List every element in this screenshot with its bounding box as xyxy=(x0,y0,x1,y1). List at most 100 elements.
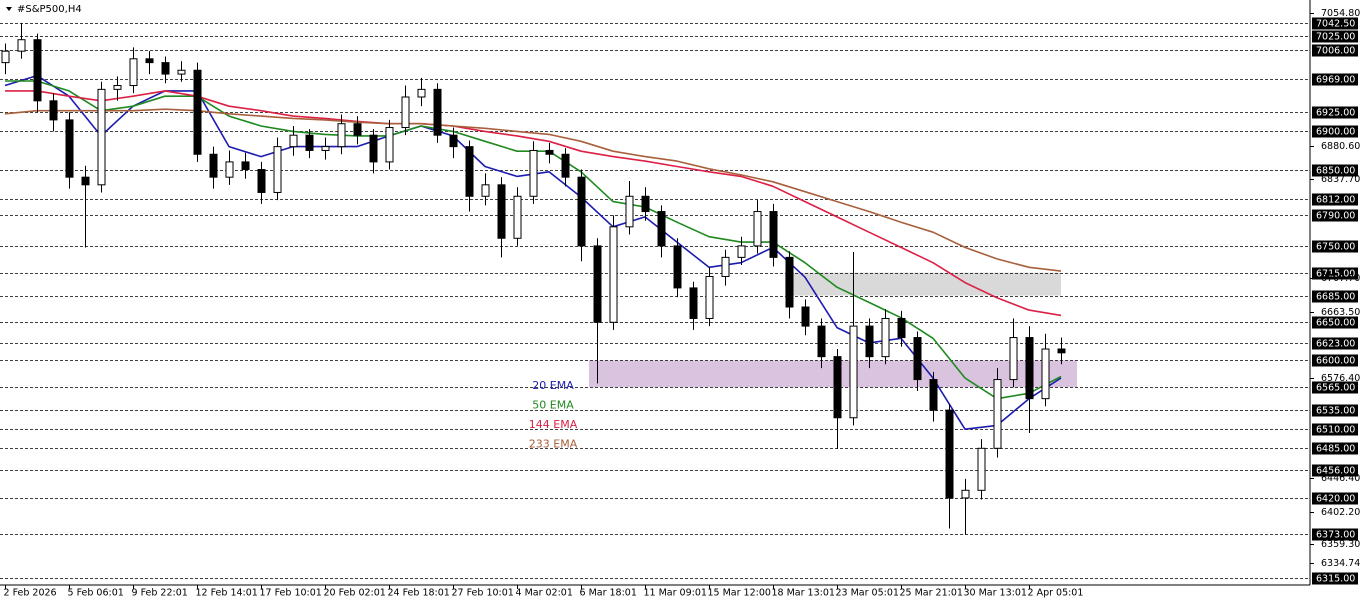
candle-body xyxy=(529,149,538,197)
y-tick-label: 6576.40 xyxy=(1321,373,1360,384)
candle-body xyxy=(673,245,682,289)
candle-body xyxy=(1025,337,1034,400)
level-label: 6850.00 xyxy=(1316,166,1355,177)
menu-triangle[interactable] xyxy=(6,7,12,11)
level-label-box xyxy=(1312,354,1358,367)
level-label: 6485.00 xyxy=(1316,444,1355,455)
candle-body xyxy=(753,211,762,247)
candle-body xyxy=(433,88,442,136)
y-tick-label: 6880.60 xyxy=(1321,141,1360,152)
candle-body xyxy=(657,211,666,247)
candle-body xyxy=(129,58,138,87)
level-label: 6969.00 xyxy=(1316,75,1355,86)
level-label-box xyxy=(1312,442,1358,455)
candle-body xyxy=(641,195,650,213)
zone xyxy=(589,360,1077,388)
candle-body xyxy=(801,306,810,327)
level-label-box xyxy=(1312,492,1358,505)
level-label-box xyxy=(1312,73,1358,86)
candle-body xyxy=(849,325,858,419)
candle-body xyxy=(337,123,346,148)
level-label-box xyxy=(1312,164,1358,177)
level-label: 6565.00 xyxy=(1316,383,1355,394)
candle-body xyxy=(385,127,394,163)
candle-body xyxy=(289,134,298,148)
levels xyxy=(0,23,1310,579)
level-label-box xyxy=(1312,44,1358,57)
candle-body xyxy=(1057,348,1066,354)
level-label: 6925.00 xyxy=(1316,108,1355,119)
level-label: 6600.00 xyxy=(1316,356,1355,367)
candle-body xyxy=(721,256,730,277)
level-label-box xyxy=(1312,267,1358,280)
candle-body xyxy=(545,149,554,155)
candle-body xyxy=(1041,348,1050,400)
candle-body xyxy=(817,325,826,358)
level-label-box xyxy=(1312,316,1358,329)
x-tick-label: 30 Mar 13:01 xyxy=(964,588,1027,599)
ema-line xyxy=(4,108,1062,272)
level-label-box xyxy=(1312,125,1358,138)
candle-body xyxy=(929,379,938,411)
candle-body xyxy=(177,69,186,75)
x-tick-label: 18 Mar 13:01 xyxy=(772,588,835,599)
x-tick-label: 24 Feb 18:01 xyxy=(388,588,450,599)
candle-body xyxy=(81,176,90,186)
x-tick-label: 23 Mar 05:01 xyxy=(836,588,899,599)
y-tick-label: 6359.30 xyxy=(1321,539,1360,550)
candle-body xyxy=(209,153,218,178)
x-tick-label: 27 Feb 10:01 xyxy=(452,588,514,599)
level-label: 7006.00 xyxy=(1316,46,1355,57)
level-label: 6790.00 xyxy=(1316,211,1355,222)
candle-body xyxy=(193,69,202,155)
level-label-box xyxy=(1312,423,1358,436)
candle-body xyxy=(305,134,314,151)
candle-body xyxy=(417,88,426,98)
y-tick-label: 6707.70 xyxy=(1321,273,1360,284)
y-tick-label: 7054.80 xyxy=(1321,8,1360,19)
level-label-box xyxy=(1312,290,1358,303)
candle-body xyxy=(1009,337,1018,381)
x-tick-label: 2 Feb 2026 xyxy=(4,588,57,599)
candle-body xyxy=(897,317,906,339)
x-tick-label: 4 Mar 02:01 xyxy=(516,588,573,599)
x-tick-label: 9 Feb 22:01 xyxy=(132,588,188,599)
candle-body xyxy=(273,146,282,193)
candle-body xyxy=(97,88,106,186)
candle-body xyxy=(577,176,586,247)
level-label-box xyxy=(1312,381,1358,394)
candle-body xyxy=(17,39,26,52)
level-label: 6750.00 xyxy=(1316,242,1355,253)
y-tick-label: 6837.70 xyxy=(1321,174,1360,185)
chart-title: #S&P500,H4 xyxy=(17,4,82,15)
candle-body xyxy=(321,146,330,151)
candle-body xyxy=(561,153,570,178)
candle-body xyxy=(225,161,234,178)
x-tick-label: 5 Feb 06:01 xyxy=(68,588,124,599)
candles xyxy=(1,22,1066,535)
candle-body xyxy=(977,447,986,491)
level-label: 6623.00 xyxy=(1316,339,1355,350)
level-label: 6900.00 xyxy=(1316,127,1355,138)
level-label: 6373.00 xyxy=(1316,530,1355,541)
level-label-box xyxy=(1312,337,1358,350)
level-label-box xyxy=(1312,572,1358,585)
level-label: 6420.00 xyxy=(1316,494,1355,505)
candle-body xyxy=(945,409,954,499)
candle-body xyxy=(769,211,778,258)
x-tick-label: 6 Mar 18:01 xyxy=(580,588,637,599)
y-tick-label: 6402.20 xyxy=(1321,507,1360,518)
level-label-box xyxy=(1312,106,1358,119)
candle-body xyxy=(833,356,842,419)
x-tick-label: 20 Feb 02:01 xyxy=(324,588,386,599)
level-label: 6812.00 xyxy=(1316,195,1355,206)
candle-body xyxy=(65,119,74,178)
candle-body xyxy=(961,489,970,499)
candle-body xyxy=(593,245,602,323)
candle-body xyxy=(625,195,634,228)
candle-body xyxy=(33,39,42,102)
candle-body xyxy=(241,161,250,171)
candle-body xyxy=(609,226,618,323)
candle-body xyxy=(785,256,794,308)
